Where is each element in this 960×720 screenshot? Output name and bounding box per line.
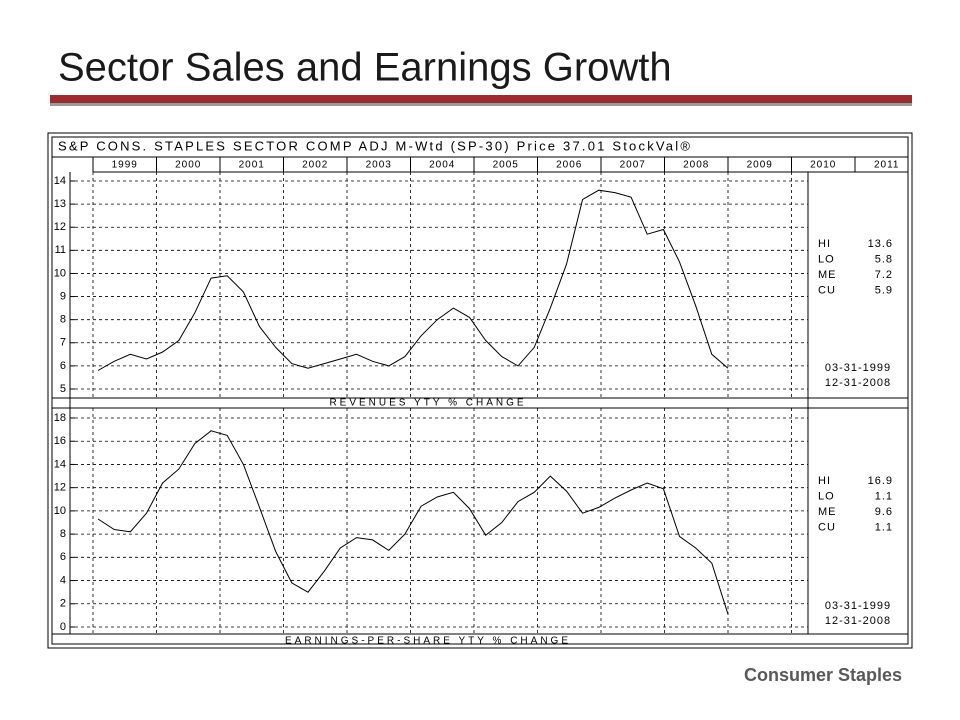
year-label: 2010	[810, 160, 836, 171]
stat-label: LO	[818, 253, 835, 265]
year-label: 1999	[112, 160, 138, 171]
y-tick-label: 9	[60, 290, 66, 302]
y-tick-label: 5	[60, 383, 66, 395]
y-tick-label: 8	[60, 314, 66, 326]
year-label: 2001	[239, 160, 265, 171]
date-range: 03-31-1999	[825, 362, 891, 374]
stat-value: 9.6	[875, 506, 893, 518]
year-label: 2009	[747, 160, 773, 171]
y-tick-label: 6	[60, 360, 66, 372]
y-tick-label: 6	[60, 551, 66, 563]
date-range: 12-31-2008	[825, 615, 891, 627]
y-tick-label: 7	[60, 337, 66, 349]
stat-value: 5.9	[875, 284, 893, 296]
footer: Consumer Staples	[744, 665, 902, 685]
y-tick-label: 12	[54, 482, 66, 494]
year-label: 2000	[175, 160, 201, 171]
year-label: 2002	[302, 160, 328, 171]
title-bar	[50, 95, 912, 103]
panel-label: REVENUES YTY % CHANGE	[329, 398, 526, 409]
year-label: 2003	[366, 160, 392, 171]
stat-label: ME	[818, 506, 837, 518]
date-range: 12-31-2008	[825, 377, 891, 389]
y-tick-label: 14	[54, 175, 66, 187]
year-label: 2008	[683, 160, 709, 171]
y-tick-label: 2	[60, 598, 66, 610]
stat-value: 1.1	[875, 490, 893, 502]
year-label: 2006	[556, 160, 582, 171]
data-line	[97, 189, 729, 371]
y-tick-label: 11	[55, 244, 66, 256]
date-range: 03-31-1999	[825, 600, 891, 612]
y-tick-label: 10	[54, 267, 66, 279]
y-tick-label: 13	[54, 198, 66, 210]
year-label: 2011	[874, 160, 900, 171]
y-tick-label: 10	[54, 505, 66, 517]
y-tick-label: 18	[54, 412, 66, 424]
stat-label: HI	[818, 475, 831, 487]
chart-inner-frame	[51, 136, 909, 645]
data-line	[97, 430, 729, 615]
y-tick-label: 16	[54, 435, 66, 447]
stat-value: 5.8	[875, 253, 893, 265]
chart-frame	[47, 132, 913, 649]
y-tick-label: 12	[54, 221, 66, 233]
stat-label: ME	[818, 269, 837, 281]
year-label: 2007	[620, 160, 646, 171]
slide-title: Sector Sales and Earnings Growth	[58, 46, 672, 90]
chart-header: S&P CONS. STAPLES SECTOR COMP ADJ M-Wtd …	[58, 138, 692, 153]
title-bar-shadow	[50, 103, 912, 106]
y-tick-label: 14	[54, 458, 66, 470]
stat-label: CU	[818, 521, 836, 533]
stat-label: LO	[818, 490, 835, 502]
stat-value: 1.1	[875, 521, 893, 533]
y-tick-label: 8	[60, 528, 66, 540]
y-tick-label: 4	[60, 574, 66, 586]
y-tick-label: 0	[60, 621, 66, 633]
year-label: 2005	[493, 160, 519, 171]
year-label: 2004	[429, 160, 455, 171]
stat-label: HI	[818, 238, 831, 250]
stat-value: 13.6	[868, 238, 893, 250]
panel-label: EARNINGS-PER-SHARE YTY % CHANGE	[285, 636, 571, 647]
stat-value: 16.9	[868, 475, 893, 487]
stat-value: 7.2	[875, 269, 893, 281]
stat-label: CU	[818, 284, 836, 296]
